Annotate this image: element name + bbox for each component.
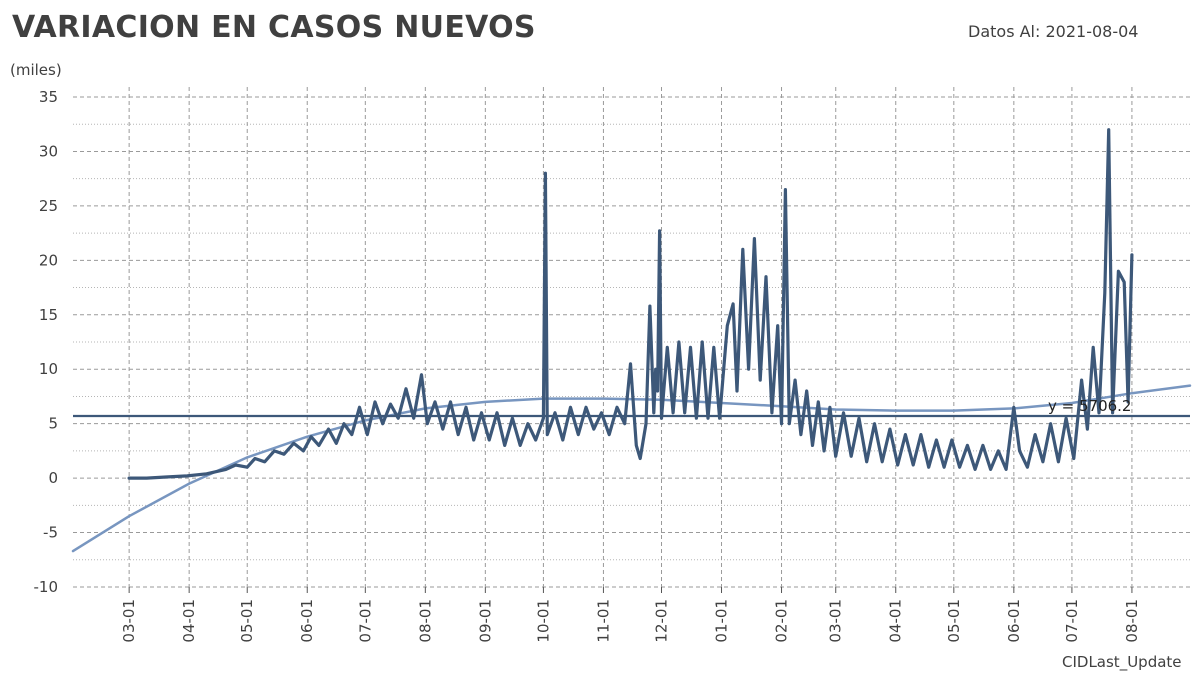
y-tick-label: -5 <box>43 524 58 542</box>
series-layer <box>71 128 1192 553</box>
y-tick-label: 5 <box>48 415 58 433</box>
y-tick-label: 20 <box>39 251 58 269</box>
y-tick-label: 35 <box>39 88 58 106</box>
y-tick-label: 25 <box>39 197 58 215</box>
x-tick-label: 02-01 <box>773 599 791 643</box>
chart-title: VARIACION EN CASOS NUEVOS <box>12 10 536 45</box>
x-tick-label: 06-01 <box>298 599 316 643</box>
x-axis: 03-01 04-01 05-01 06-01 07-01 08-01 09-01 10-01… <box>120 587 1141 643</box>
x-tick-label: 04-01 <box>887 599 905 643</box>
y-tick-label: 15 <box>39 306 58 324</box>
x-tick-label: 03-01 <box>827 599 845 643</box>
mean-layer: y = 5706.2 <box>73 397 1190 418</box>
mean-line-label: y = 5706.2 <box>1048 397 1131 415</box>
x-tick-label: 12-01 <box>653 599 671 643</box>
x-tick-label: 05-01 <box>945 599 963 643</box>
x-tick-label: 06-01 <box>1005 599 1023 643</box>
y-tick-label: 10 <box>39 360 58 378</box>
x-tick-label: 04-01 <box>180 599 198 643</box>
y-axis-label: (miles) <box>10 61 62 79</box>
data-date-label: Datos Al: 2021-08-04 <box>968 22 1139 41</box>
y-axis: -10 -5 0 5 10 15 20 25 30 35 <box>34 88 59 596</box>
x-tick-label: 08-01 <box>416 599 434 643</box>
daily-cases-line <box>127 128 1134 480</box>
x-tick-label: 05-01 <box>238 599 256 643</box>
x-tick-label: 03-01 <box>120 599 138 643</box>
trend-line <box>71 384 1192 553</box>
footer-label: CIDLast_Update <box>1062 653 1182 671</box>
x-tick-label: 09-01 <box>476 599 494 643</box>
y-tick-label: 30 <box>39 142 58 160</box>
grid <box>73 87 1190 588</box>
x-tick-label: 07-01 <box>356 599 374 643</box>
y-tick-label: 0 <box>48 469 58 487</box>
x-tick-label: 07-01 <box>1063 599 1081 643</box>
x-tick-label: 11-01 <box>594 599 612 643</box>
y-tick-label: -10 <box>34 578 59 596</box>
x-tick-label: 10-01 <box>534 599 552 643</box>
x-tick-label: 08-01 <box>1123 599 1141 643</box>
x-tick-label: 01-01 <box>713 599 731 643</box>
